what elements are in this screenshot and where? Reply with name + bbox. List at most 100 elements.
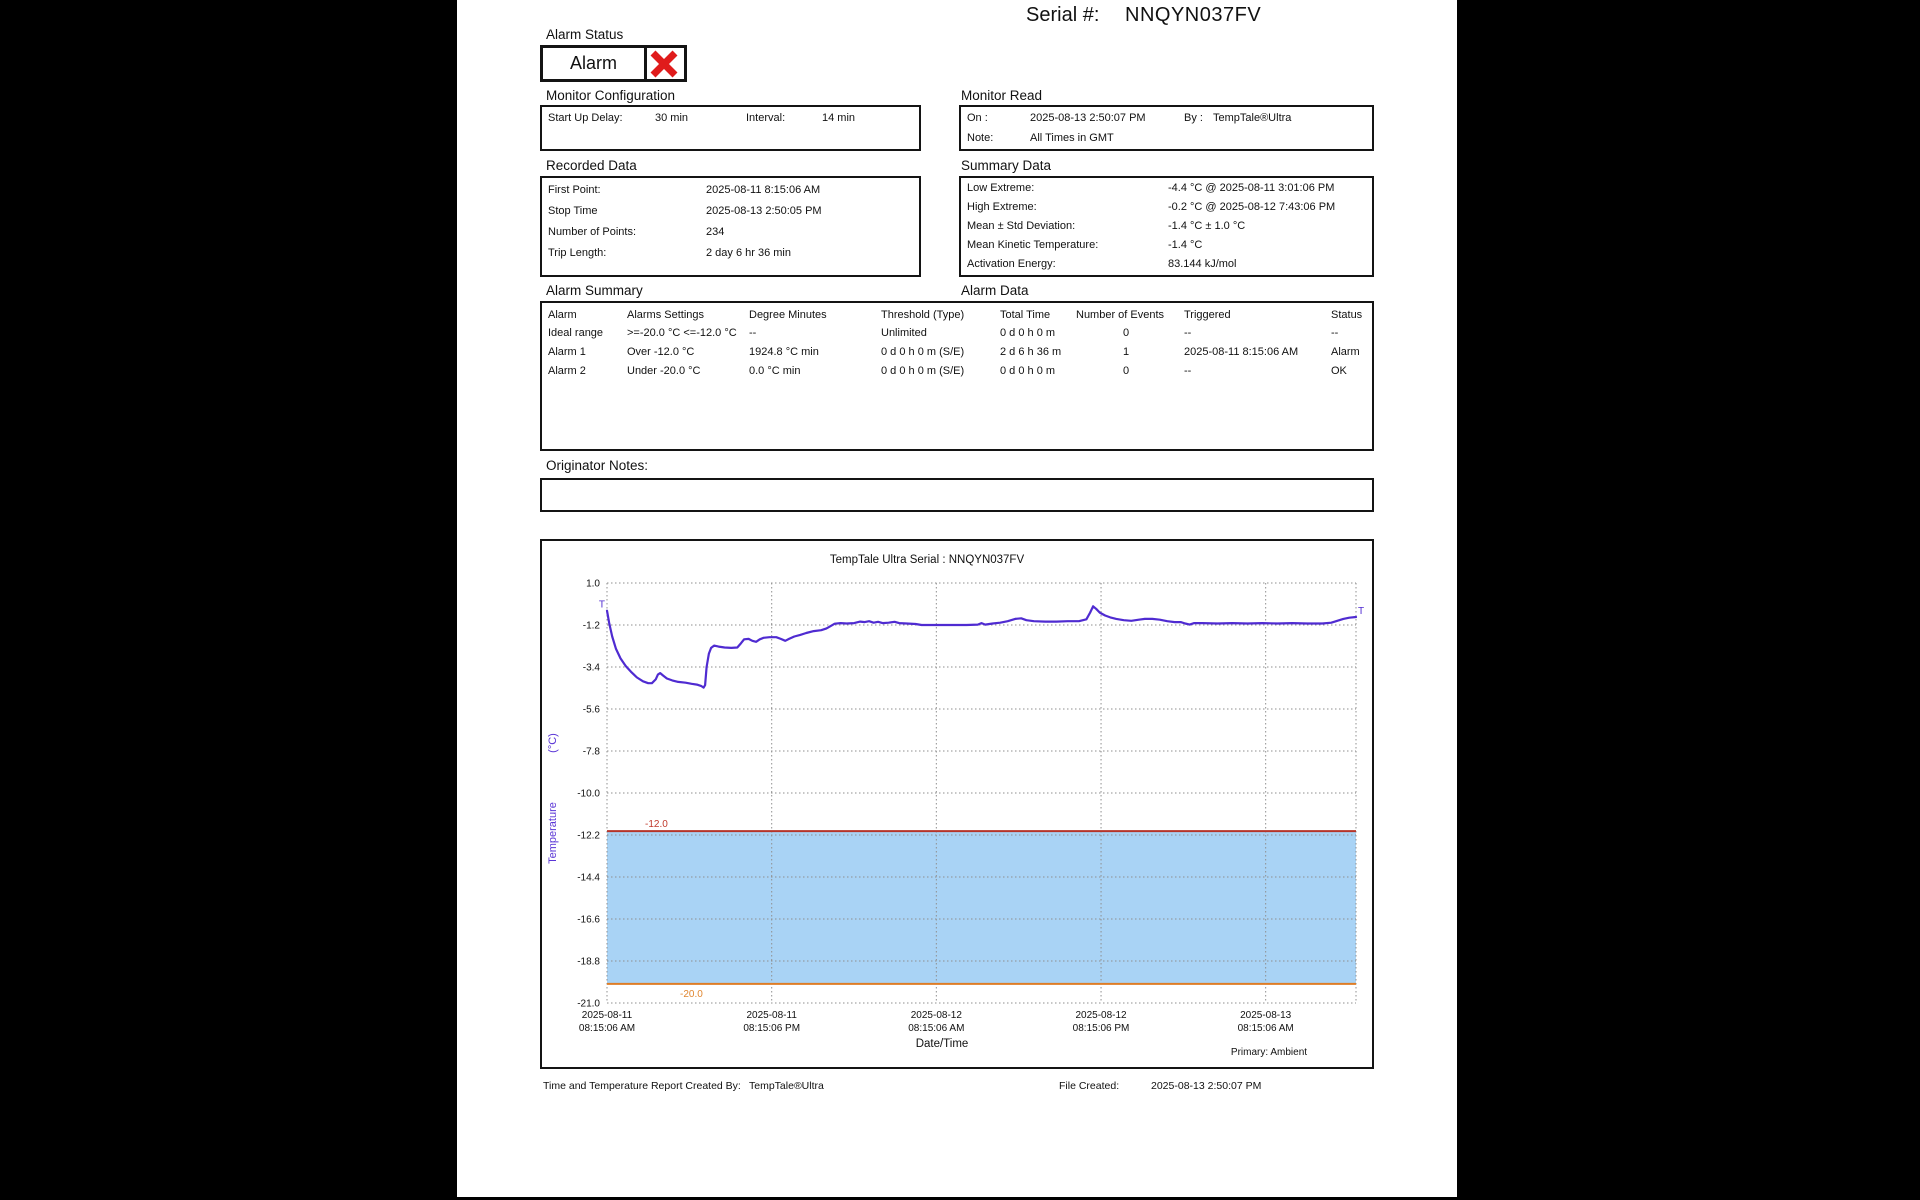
col-alarm: Alarm <box>548 309 577 321</box>
svg-text:2025-08-12: 2025-08-12 <box>1075 1010 1127 1021</box>
first-point-value: 2025-08-11 8:15:06 AM <box>706 184 821 196</box>
low-extreme-value: -4.4 °C @ 2025-08-11 3:01:06 PM <box>1168 182 1335 194</box>
read-note-value: All Times in GMT <box>1030 132 1114 144</box>
activation-energy-value: 83.144 kJ/mol <box>1168 258 1237 270</box>
svg-text:-20.0: -20.0 <box>680 989 703 1000</box>
cell: 0 d 0 h 0 m (S/E) <box>881 365 965 377</box>
mean-std-value: -1.4 °C ± 1.0 °C <box>1168 220 1246 232</box>
cell: -- <box>1184 365 1192 377</box>
cell: Over -12.0 °C <box>627 346 695 358</box>
cell: >=-20.0 °C <=-12.0 °C <box>627 327 737 339</box>
cell: 0 d 0 h 0 m <box>1000 365 1056 377</box>
svg-text:2025-08-11: 2025-08-11 <box>582 1010 633 1021</box>
svg-text:-3.4: -3.4 <box>583 663 601 674</box>
read-by-value: TempTale®Ultra <box>1213 112 1292 124</box>
svg-text:2025-08-11: 2025-08-11 <box>746 1010 797 1021</box>
monitor-configuration-title: Monitor Configuration <box>546 88 676 103</box>
cell: 0 <box>1122 327 1130 339</box>
svg-text:-18.8: -18.8 <box>577 957 600 968</box>
recorded-data-box: First Point: 2025-08-11 8:15:06 AM Stop … <box>540 176 921 277</box>
svg-text:Primary: Ambient: Primary: Ambient <box>1231 1047 1307 1058</box>
cell: Alarm 2 <box>548 365 586 377</box>
cell: Alarm <box>1331 346 1360 358</box>
activation-energy-label: Activation Energy: <box>967 258 1056 270</box>
report-page: Serial #: NNQYN037FV Alarm Status Alarm … <box>457 0 1457 1197</box>
svg-text:-21.0: -21.0 <box>577 999 600 1010</box>
cell: 2 d 6 h 36 m <box>1000 346 1062 358</box>
svg-text:-5.6: -5.6 <box>583 705 601 716</box>
cell: -- <box>1331 327 1339 339</box>
alarm-status-title: Alarm Status <box>546 27 624 42</box>
startup-delay-value: 30 min <box>655 112 689 124</box>
high-extreme-value: -0.2 °C @ 2025-08-12 7:43:06 PM <box>1168 201 1336 213</box>
svg-text:Date/Time: Date/Time <box>916 1038 969 1050</box>
svg-text:-12.0: -12.0 <box>645 819 668 830</box>
summary-data-box: Low Extreme: -4.4 °C @ 2025-08-11 3:01:0… <box>959 176 1374 277</box>
serial-number-label: Serial #: <box>1026 4 1100 26</box>
mkt-value: -1.4 °C <box>1168 239 1203 251</box>
alarm-data-title: Alarm Data <box>961 283 1029 298</box>
cell: Ideal range <box>548 327 604 339</box>
cell: -- <box>1184 327 1192 339</box>
svg-text:1.0: 1.0 <box>586 579 600 590</box>
svg-text:T: T <box>599 600 605 611</box>
monitor-configuration-box: Start Up Delay: 30 min Interval: 14 min <box>540 105 921 151</box>
svg-text:-14.4: -14.4 <box>577 873 600 884</box>
number-of-points-label: Number of Points: <box>548 226 637 238</box>
monitor-read-box: On : 2025-08-13 2:50:07 PM By : TempTale… <box>959 105 1374 151</box>
svg-text:08:15:06 AM: 08:15:06 AM <box>579 1023 635 1034</box>
first-point-label: First Point: <box>548 184 601 196</box>
trip-length-value: 2 day 6 hr 36 min <box>706 247 791 259</box>
cell: 0 d 0 h 0 m <box>1000 327 1056 339</box>
summary-data-title: Summary Data <box>961 158 1052 173</box>
read-on-label: On : <box>967 112 988 124</box>
low-extreme-label: Low Extreme: <box>967 182 1035 194</box>
svg-text:-7.8: -7.8 <box>583 747 601 758</box>
cell: 0 d 0 h 0 m (S/E) <box>881 346 965 358</box>
svg-text:Temperature: Temperature <box>547 802 559 864</box>
cell: -- <box>749 327 757 339</box>
alarm-table-box: Alarm Alarms Settings Degree Minutes Thr… <box>540 301 1374 451</box>
cell: 0.0 °C min <box>749 365 801 377</box>
monitor-read-title: Monitor Read <box>961 88 1043 103</box>
alarm-x-icon <box>644 48 684 79</box>
cell: Unlimited <box>881 327 927 339</box>
report-created-by-value: TempTale®Ultra <box>749 1080 824 1092</box>
read-on-value: 2025-08-13 2:50:07 PM <box>1030 112 1146 124</box>
read-note-label: Note: <box>967 132 994 144</box>
recorded-data-title: Recorded Data <box>546 158 637 173</box>
file-created-value: 2025-08-13 2:50:07 PM <box>1151 1080 1262 1092</box>
alarm-status-box: Alarm <box>540 45 687 82</box>
svg-text:T: T <box>1358 606 1364 617</box>
svg-text:TempTale Ultra Serial : NNQYN: TempTale Ultra Serial : NNQYN037FV <box>830 554 1025 566</box>
cell: 1924.8 °C min <box>749 346 819 358</box>
originator-notes-title: Originator Notes: <box>546 458 649 473</box>
col-number-of-events: Number of Events <box>1076 309 1165 321</box>
cell: Under -20.0 °C <box>627 365 701 377</box>
stop-time-value: 2025-08-13 2:50:05 PM <box>706 205 822 217</box>
svg-text:08:15:06 AM: 08:15:06 AM <box>1238 1023 1294 1034</box>
trip-length-label: Trip Length: <box>548 247 607 259</box>
interval-label: Interval: <box>746 112 786 124</box>
col-total-time: Total Time <box>1000 309 1051 321</box>
read-by-label: By : <box>1184 112 1203 124</box>
serial-number-value: NNQYN037FV <box>1125 4 1262 26</box>
svg-text:-16.6: -16.6 <box>577 915 600 926</box>
svg-text:-1.2: -1.2 <box>583 621 601 632</box>
svg-text:-12.2: -12.2 <box>577 831 600 842</box>
report-created-by-label: Time and Temperature Report Created By: <box>543 1080 741 1092</box>
interval-value: 14 min <box>822 112 856 124</box>
svg-text:(°C): (°C) <box>547 733 559 753</box>
mean-std-label: Mean ± Std Deviation: <box>967 220 1076 232</box>
svg-text:2025-08-13: 2025-08-13 <box>1240 1010 1292 1021</box>
svg-text:-10.0: -10.0 <box>577 789 600 800</box>
cell: OK <box>1331 365 1347 377</box>
svg-text:2025-08-12: 2025-08-12 <box>911 1010 963 1021</box>
col-alarms-settings: Alarms Settings <box>627 309 705 321</box>
startup-delay-label: Start Up Delay: <box>548 112 623 124</box>
originator-notes-box <box>540 478 1374 512</box>
temperature-chart-svg: TempTale Ultra Serial : NNQYN037FV 1.0 -1.… <box>547 554 1364 1058</box>
svg-text:08:15:06 AM: 08:15:06 AM <box>908 1023 964 1034</box>
col-degree-minutes: Degree Minutes <box>749 309 827 321</box>
file-created-label: File Created: <box>1059 1080 1120 1092</box>
